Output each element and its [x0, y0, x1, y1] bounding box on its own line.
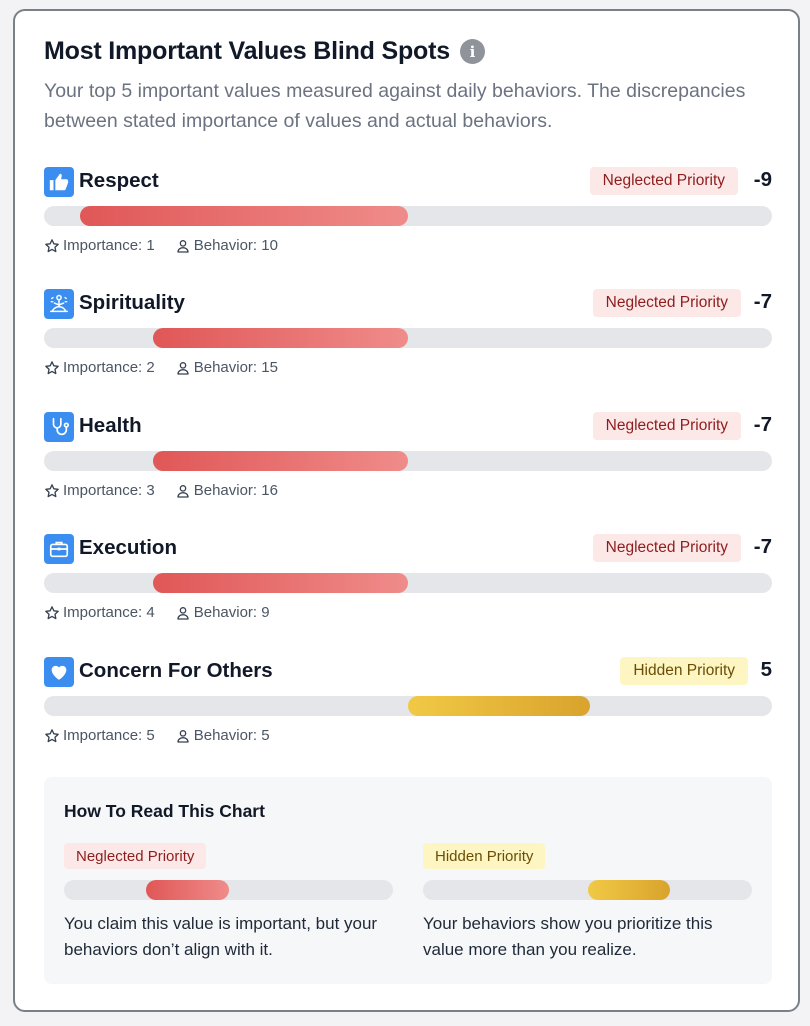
- briefcase-icon: [44, 534, 74, 564]
- star-icon: [45, 360, 59, 374]
- neglected-priority-badge: Neglected Priority: [589, 167, 738, 195]
- value-metrics: Importance: 3 Behavior: 16: [44, 482, 278, 499]
- star-icon: [45, 238, 59, 252]
- star-icon: [45, 605, 59, 619]
- gap-bar: [80, 206, 408, 226]
- value-metrics: Importance: 5 Behavior: 5: [44, 727, 270, 744]
- behavior-value: Behavior: 5: [193, 727, 270, 744]
- value-header: Concern For Others Hidden Priority 5: [44, 656, 772, 688]
- neglected-priority-badge: Neglected Priority: [592, 412, 741, 440]
- person-icon: [177, 239, 189, 253]
- value-name: Concern For Others: [79, 659, 273, 682]
- value-row-health: Health Neglected Priority -7 Importance:…: [44, 411, 772, 511]
- heart-icon: [44, 657, 74, 687]
- behavior-value: Behavior: 9: [193, 604, 270, 621]
- value-row-concern-for-others: Concern For Others Hidden Priority 5 Imp…: [44, 656, 772, 756]
- value-row-respect: Respect Neglected Priority -9 Importance…: [44, 166, 772, 266]
- value-score: -7: [753, 290, 772, 313]
- person-icon: [177, 729, 189, 743]
- neglected-priority-badge: Neglected Priority: [592, 534, 741, 562]
- value-metrics: Importance: 4 Behavior: 9: [44, 604, 270, 621]
- value-name: Health: [79, 414, 142, 437]
- value-name: Spirituality: [79, 291, 185, 314]
- importance-value: Importance: 5: [63, 727, 155, 744]
- gap-bar: [153, 573, 408, 593]
- person-icon: [177, 484, 189, 498]
- legend-track: [64, 880, 393, 900]
- behavior-value: Behavior: 15: [193, 359, 278, 376]
- person-icon: [177, 361, 189, 375]
- legend-hidden: Hidden Priority Your behaviors show you …: [423, 843, 753, 973]
- legend-neglected: Neglected Priority You claim this value …: [64, 843, 394, 973]
- legend-title: How To Read This Chart: [64, 801, 265, 821]
- value-name: Execution: [79, 536, 177, 559]
- legend-bar-hidden: [587, 880, 670, 900]
- card-header: Most Important Values Blind Spots i: [44, 37, 485, 66]
- value-score: -7: [753, 413, 772, 436]
- card-title: Most Important Values Blind Spots: [44, 37, 450, 65]
- value-row-execution: Execution Neglected Priority -7 Importan…: [44, 533, 772, 633]
- hidden-priority-badge: Hidden Priority: [620, 657, 748, 685]
- blind-spots-card: Most Important Values Blind Spots i Your…: [13, 9, 800, 1012]
- progress-track: [44, 573, 772, 593]
- gap-bar: [408, 696, 590, 716]
- value-header: Health Neglected Priority -7: [44, 411, 772, 443]
- neglected-priority-badge: Neglected Priority: [592, 289, 741, 317]
- gap-bar: [153, 451, 408, 471]
- card-subtitle: Your top 5 important values measured aga…: [44, 80, 746, 132]
- progress-track: [44, 328, 772, 348]
- value-name: Respect: [79, 169, 159, 192]
- stethoscope-icon: [44, 412, 74, 442]
- value-header: Spirituality Neglected Priority -7: [44, 288, 772, 320]
- value-score: 5: [760, 658, 772, 681]
- value-score: -7: [753, 535, 772, 558]
- value-header: Respect Neglected Priority -9: [44, 166, 772, 198]
- hidden-priority-badge: Hidden Priority: [423, 843, 546, 869]
- star-icon: [45, 728, 59, 742]
- importance-value: Importance: 4: [63, 604, 155, 621]
- meditation-icon: [44, 289, 74, 319]
- gap-bar: [153, 328, 408, 348]
- importance-value: Importance: 3: [63, 482, 155, 499]
- star-icon: [45, 483, 59, 497]
- person-icon: [177, 606, 189, 620]
- value-score: -9: [753, 168, 772, 191]
- thumbs-up-icon: [44, 167, 74, 197]
- value-row-spirituality: Spirituality Neglected Priority -7 Impor…: [44, 288, 772, 388]
- value-metrics: Importance: 2 Behavior: 15: [44, 359, 278, 376]
- progress-track: [44, 451, 772, 471]
- value-metrics: Importance: 1 Behavior: 10: [44, 237, 278, 254]
- neglected-priority-badge: Neglected Priority: [64, 843, 207, 869]
- legend-bar-neglected: [146, 880, 229, 900]
- legend-description: You claim this value is important, but y…: [64, 914, 378, 959]
- legend-track: [423, 880, 752, 900]
- progress-track: [44, 696, 772, 716]
- legend-description: Your behaviors show you prioritize this …: [423, 914, 713, 959]
- value-header: Execution Neglected Priority -7: [44, 533, 772, 565]
- importance-value: Importance: 2: [63, 359, 155, 376]
- progress-track: [44, 206, 772, 226]
- behavior-value: Behavior: 16: [193, 482, 278, 499]
- behavior-value: Behavior: 10: [193, 237, 278, 254]
- info-icon[interactable]: i: [459, 39, 485, 64]
- chart-legend: How To Read This Chart Neglected Priorit…: [44, 777, 772, 984]
- importance-value: Importance: 1: [63, 237, 155, 254]
